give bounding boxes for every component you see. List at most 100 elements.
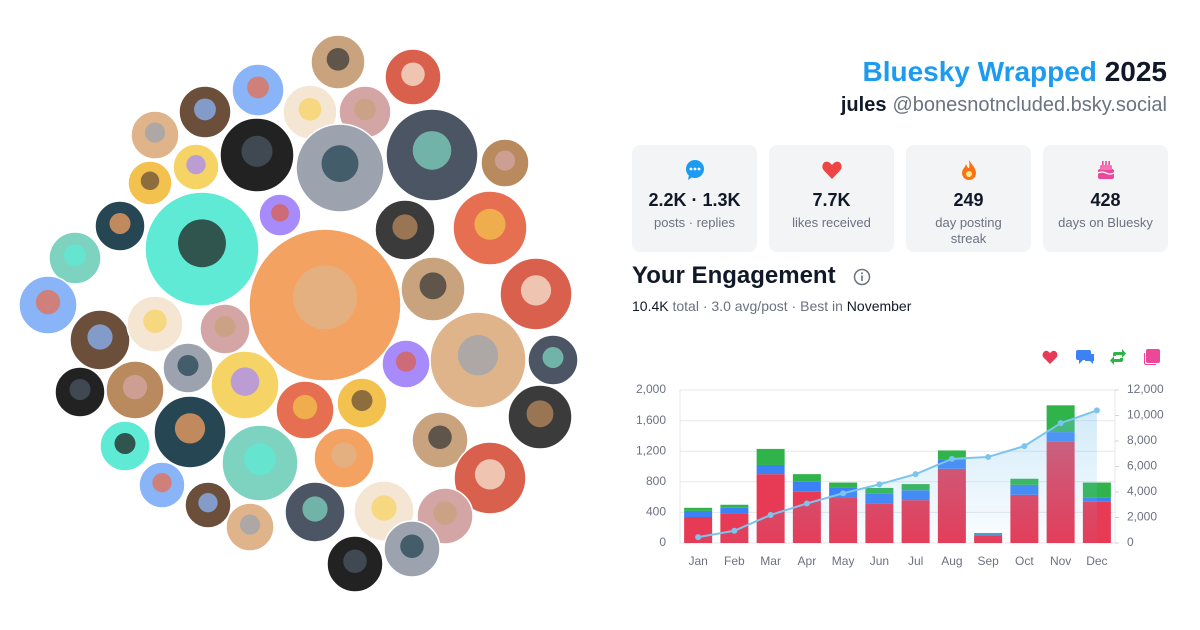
avatar-face [194, 98, 216, 121]
user-name: jules [840, 94, 887, 116]
x-tick-label: Nov [1050, 554, 1071, 568]
legend-icon[interactable] [1042, 350, 1058, 364]
y-tick-label: 1,600 [636, 413, 666, 427]
avatar-face [186, 155, 206, 175]
avatar-face [293, 265, 357, 330]
line-point [840, 490, 847, 497]
stat-value: 7.7K [812, 190, 851, 210]
legend [1042, 349, 1160, 365]
avatar-face [144, 122, 166, 143]
y2-tick-label: 0 [1127, 535, 1134, 549]
bar-segment [756, 448, 785, 465]
bar-segment [792, 474, 821, 482]
icon [685, 160, 704, 180]
avatar-face [400, 534, 424, 558]
stat-label: days on Bluesky [1058, 215, 1153, 230]
user-handle: @bonesnotncluded.bsky.social [892, 94, 1167, 116]
y-tick-label: 1,200 [636, 443, 666, 457]
x-tick-label: Dec [1086, 554, 1107, 568]
avatar-face [520, 275, 552, 306]
avatar-face [494, 150, 516, 171]
x-tick-label: Aug [941, 554, 962, 568]
line-point [803, 500, 810, 507]
x-tick-label: Jun [870, 554, 889, 568]
avatar-face [401, 62, 425, 86]
avatar-face [474, 208, 506, 240]
y-tick-label: 2,000 [636, 382, 666, 396]
legend-icon[interactable] [1110, 349, 1126, 365]
avatar-face [371, 495, 397, 521]
avatar-face [109, 213, 131, 234]
y2-tick-label: 12,000 [1127, 382, 1164, 396]
x-tick-label: Sep [977, 554, 999, 568]
user: jules @bonesnotncluded.bsky.social [841, 94, 1167, 117]
stat-label: likes received [792, 215, 871, 230]
line-area [698, 410, 1097, 543]
y2-tick-label: 10,000 [1127, 408, 1164, 422]
x-tick-label: Apr [798, 554, 817, 568]
y-tick-label: 800 [646, 474, 666, 488]
avatar-cloud [18, 34, 579, 593]
info-icon[interactable] [853, 268, 871, 286]
bar-segment [937, 450, 966, 460]
x-tick-label: Jan [688, 554, 707, 568]
bar-segment [792, 481, 821, 492]
section-title: Your Engagement [632, 262, 836, 289]
line-point [985, 453, 992, 460]
avatar-face [392, 214, 418, 240]
avatar-face [271, 204, 289, 222]
avatar-face [331, 442, 357, 468]
avatar-face [35, 289, 61, 315]
avatar-face [321, 145, 359, 183]
total: 10.4K [632, 298, 669, 314]
avatar-face [140, 171, 160, 191]
avatar-face [292, 394, 318, 420]
avatar-face [433, 501, 457, 525]
avatar-face [143, 309, 167, 333]
icon [1097, 161, 1114, 179]
avatar-face [351, 390, 373, 411]
avatar-face [114, 433, 136, 454]
chart: 0 400 800 1,200 1,600 2,000 0 2,000 4,000 6,000 8,… [636, 349, 1164, 568]
stat-card: 7.7K likes received [769, 145, 894, 252]
stat-card: 249 day posting streak [906, 145, 1031, 252]
avatar-face [419, 272, 447, 300]
avatar-face [152, 473, 172, 493]
year: 2025 [1104, 56, 1167, 87]
avatar-face [457, 335, 499, 376]
avatar-face [230, 367, 260, 396]
x-tick-label: Jul [908, 554, 923, 568]
y2-tick-label: 6,000 [1127, 459, 1157, 473]
avatar-face [122, 374, 148, 400]
y2-tick-label: 4,000 [1127, 484, 1157, 498]
y2-tick-label: 2,000 [1127, 510, 1157, 524]
title: Bluesky Wrapped 2025 [862, 56, 1167, 88]
avatar-face [241, 135, 273, 167]
avatar-face [177, 355, 199, 376]
avatar-face [395, 351, 417, 372]
line-point [876, 481, 883, 488]
legend-icon[interactable] [1144, 349, 1160, 365]
summary-detail: total · 3.0 avg/post · Best in [672, 298, 843, 314]
avatar-face [69, 379, 91, 400]
line [697, 409, 1098, 539]
avatar-face [298, 97, 322, 121]
bar-segment [720, 507, 749, 514]
avatar-face [526, 400, 554, 428]
avatar-face [343, 549, 367, 573]
best-month: November [846, 298, 912, 314]
avatar-face [542, 347, 564, 368]
line-point [767, 511, 774, 518]
stat-value: 249 [953, 190, 984, 210]
avatar-face [474, 459, 506, 490]
avatar-face [354, 98, 376, 121]
legend-icon[interactable] [1076, 350, 1094, 364]
bar-segment [720, 504, 749, 508]
line-point [1021, 443, 1028, 450]
stat-card: 2.2K · 1.3K posts · replies [632, 145, 757, 252]
bar-segment [829, 482, 858, 488]
avatar-face [239, 514, 261, 535]
bar-segment [684, 510, 713, 517]
bar-segment [756, 464, 785, 475]
